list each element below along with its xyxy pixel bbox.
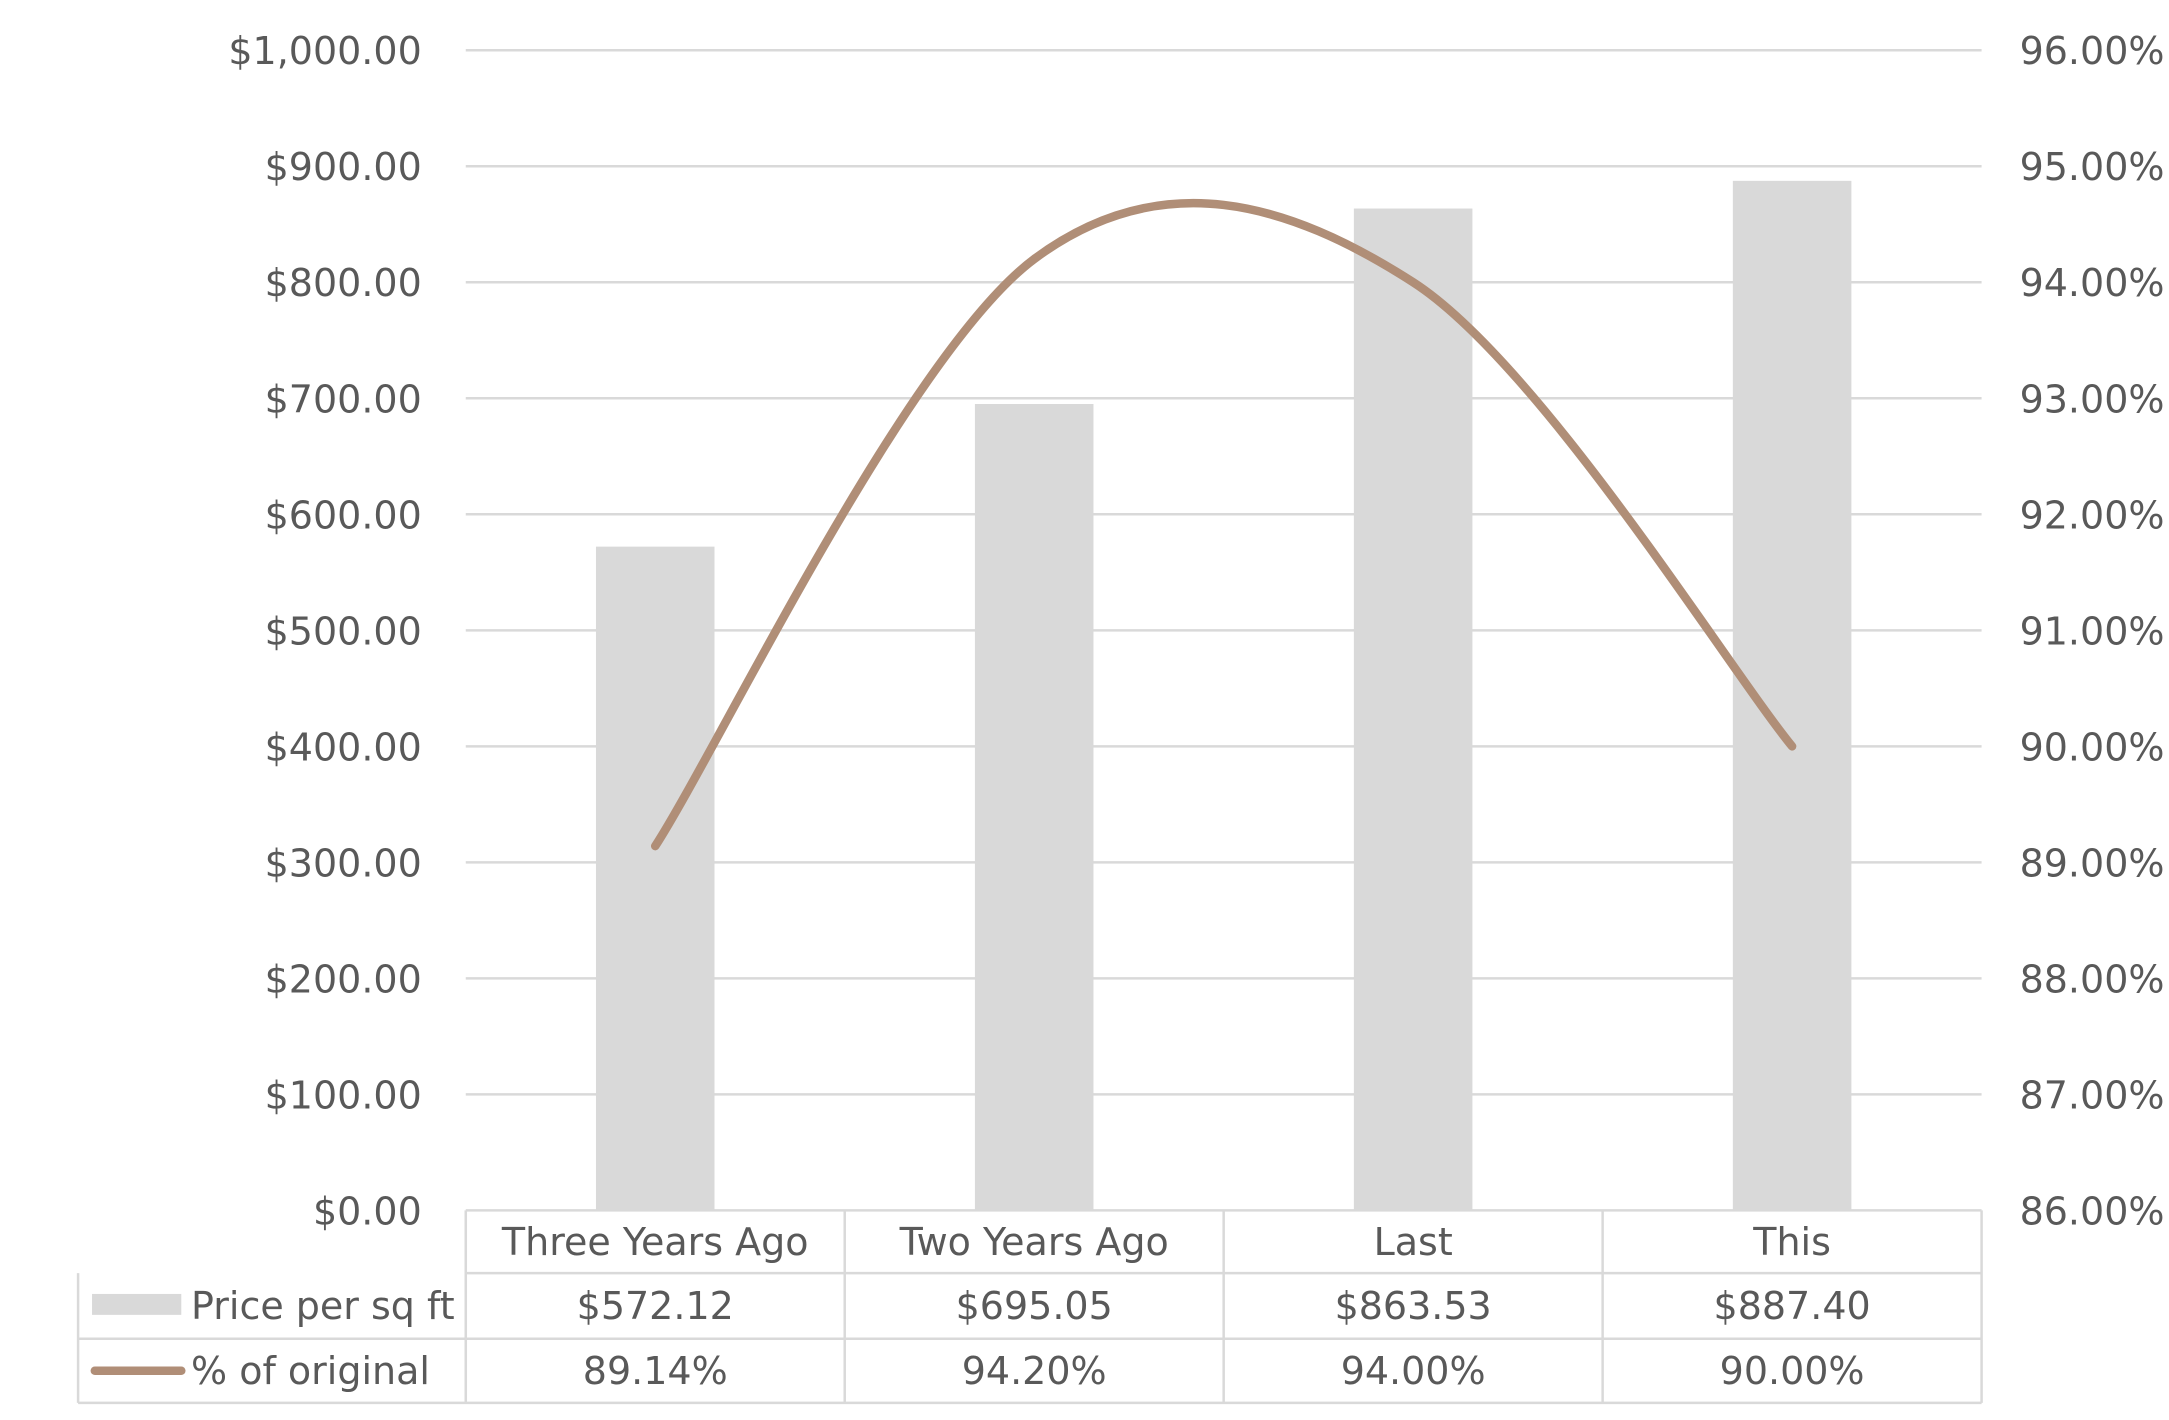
left-tick-label: $0.00 <box>313 1189 422 1233</box>
table-cell-value: 90.00% <box>1720 1349 1865 1393</box>
table-cell-value: 89.14% <box>583 1349 728 1393</box>
right-tick-label: 92.00% <box>2020 493 2165 537</box>
right-tick-label: 91.00% <box>2020 609 2165 653</box>
right-tick-label: 86.00% <box>2020 1189 2165 1233</box>
line-path <box>655 203 1792 846</box>
left-tick-label: $300.00 <box>265 841 422 885</box>
table-cell-value: 94.00% <box>1341 1349 1486 1393</box>
left-tick-label: $700.00 <box>265 377 422 421</box>
left-tick-label: $900.00 <box>265 145 422 189</box>
series-name: % of original <box>191 1349 430 1393</box>
table-cell-value: $863.53 <box>1335 1284 1492 1328</box>
data-table: Three Years Ago Two Years Ago Last This Pric… <box>78 1210 1981 1402</box>
category-label: Two Years Ago <box>899 1220 1169 1264</box>
left-tick-label: $200.00 <box>265 957 422 1001</box>
bar <box>1354 209 1473 1211</box>
series-name: Price per sq ft <box>191 1284 455 1328</box>
right-axis-tick-labels: 86.00% 87.00% 88.00% 89.00% 90.00% 91.00% 92.0… <box>2020 29 2165 1233</box>
left-tick-label: $1,000.00 <box>228 29 421 73</box>
table-cell-value: 94.20% <box>962 1349 1107 1393</box>
category-label: This <box>1752 1220 1831 1264</box>
left-tick-label: $100.00 <box>265 1073 422 1117</box>
line-series <box>655 203 1792 846</box>
legend-key-bar <box>92 1294 181 1315</box>
bar-series <box>596 181 1851 1211</box>
category-label: Three Years Ago <box>501 1220 809 1264</box>
table-cell-value: $695.05 <box>956 1284 1113 1328</box>
table-cell-value: $887.40 <box>1714 1284 1871 1328</box>
left-tick-label: $500.00 <box>265 609 422 653</box>
right-tick-label: 96.00% <box>2020 29 2165 73</box>
left-tick-label: $400.00 <box>265 725 422 769</box>
left-axis-tick-labels: $0.00 $100.00 $200.00 $300.00 $400.00 $500.00… <box>228 29 421 1233</box>
right-tick-label: 87.00% <box>2020 1073 2165 1117</box>
category-label: Last <box>1374 1220 1453 1264</box>
table-cell-value: $572.12 <box>577 1284 734 1328</box>
right-tick-label: 95.00% <box>2020 145 2165 189</box>
right-tick-label: 93.00% <box>2020 377 2165 421</box>
left-tick-label: $600.00 <box>265 493 422 537</box>
right-tick-label: 89.00% <box>2020 841 2165 885</box>
right-tick-label: 90.00% <box>2020 725 2165 769</box>
right-tick-label: 88.00% <box>2020 957 2165 1001</box>
left-tick-label: $800.00 <box>265 261 422 305</box>
bar <box>596 547 715 1211</box>
bar <box>975 404 1094 1210</box>
right-tick-label: 94.00% <box>2020 261 2165 305</box>
